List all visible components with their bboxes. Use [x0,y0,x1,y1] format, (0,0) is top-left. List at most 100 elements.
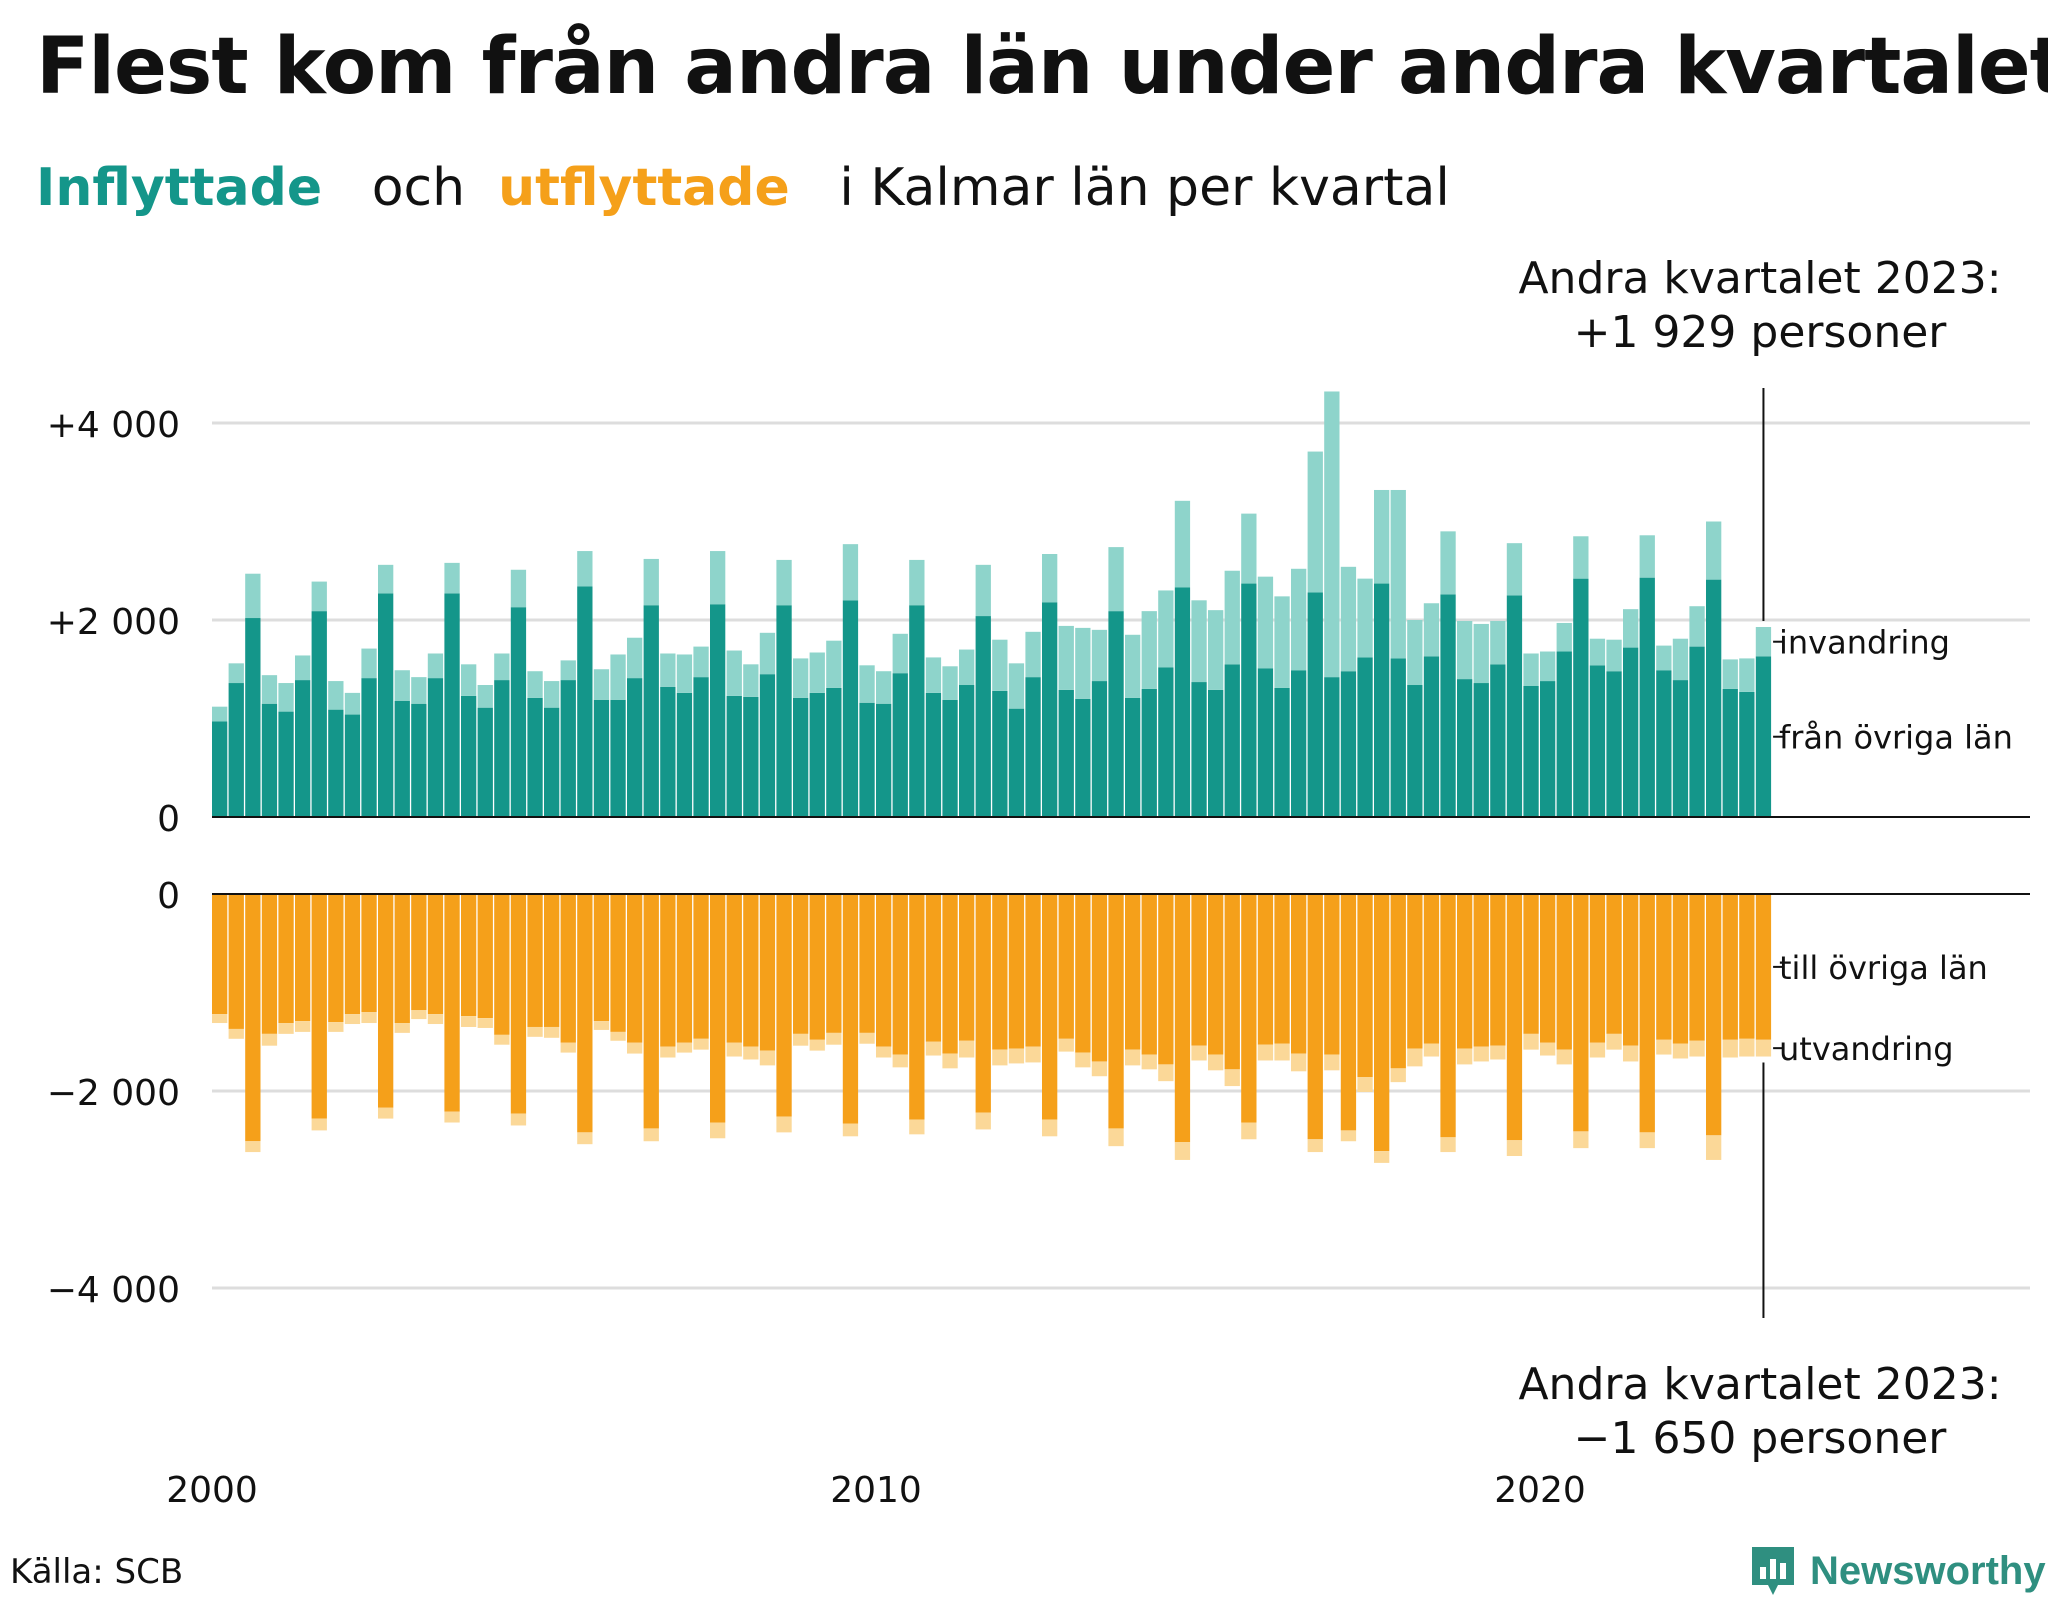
bar-inflow-domestic [1208,689,1224,817]
bar-outflow-emigration [1241,1122,1257,1140]
bar-inflow-immigration [710,551,726,605]
bar-inflow-immigration [577,551,593,587]
bar-outflow-emigration [344,1014,361,1025]
bar-inflow-domestic [527,697,543,817]
bar-outflow-domestic [1091,894,1108,1062]
bar-inflow-domestic [1540,681,1556,817]
bar-inflow-immigration [1457,620,1473,680]
bar-outflow-domestic [1374,894,1390,1152]
bar-outflow-domestic [826,894,842,1033]
bar-inflow-immigration [510,569,527,608]
bar-inflow-immigration [1606,639,1622,672]
bar-outflow-emigration [477,1018,493,1028]
bar-outflow-domestic [328,894,344,1023]
bar-inflow-domestic [743,696,759,817]
bar-outflow-domestic [1340,894,1357,1131]
bar-inflow-immigration [1473,623,1489,684]
bar-inflow-immigration [1722,659,1738,689]
bar-outflow-emigration [1573,1131,1589,1149]
bar-inflow-domestic [1639,577,1655,817]
bar-inflow-domestic [344,714,361,817]
outflow-bars [212,894,1772,1163]
bar-inflow-immigration [1274,596,1290,688]
bar-inflow-domestic [1008,708,1025,817]
x-tick-label: 2010 [830,1470,922,1511]
bar-outflow-emigration [1540,1042,1556,1056]
bar-outflow-emigration [1706,1135,1722,1160]
bar-inflow-domestic [295,680,311,817]
bar-inflow-domestic [925,692,942,817]
bar-outflow-domestic [726,894,742,1043]
bar-inflow-domestic [1241,583,1257,817]
bar-inflow-immigration [245,573,261,619]
bar-inflow-domestic [826,687,842,817]
bar-inflow-immigration [1407,620,1423,686]
bar-outflow-emigration [942,1053,958,1069]
bar-outflow-domestic [710,894,726,1123]
bar-inflow-domestic [1191,682,1207,817]
bar-inflow-domestic [1755,656,1772,817]
bar-outflow-emigration [461,1016,477,1027]
bar-inflow-immigration [1556,622,1572,652]
bar-outflow-emigration [510,1113,527,1126]
bar-outflow-emigration [1656,1039,1672,1055]
bar-outflow-emigration [1473,1046,1489,1062]
annotation-top-line2: +1 929 personer [1573,307,1947,358]
bar-inflow-immigration [743,664,759,697]
bar-inflow-domestic [1075,698,1091,817]
bar-inflow-immigration [942,666,958,700]
bar-outflow-domestic [1589,894,1606,1043]
bar-inflow-immigration [842,544,859,601]
bar-outflow-emigration [1025,1046,1041,1063]
bar-outflow-emigration [544,1026,560,1038]
bar-inflow-immigration [1158,590,1174,668]
bar-outflow-emigration [1058,1038,1074,1052]
bar-inflow-immigration [344,692,361,715]
bar-outflow-emigration [876,1046,892,1058]
bar-outflow-domestic [660,894,676,1047]
bar-outflow-domestic [1407,894,1423,1049]
newsworthy-logo: Newsworthy [1748,1543,2046,1599]
bar-outflow-emigration [560,1042,576,1053]
bar-inflow-domestic [1523,685,1539,817]
bar-inflow-domestic [494,680,510,817]
bar-inflow-immigration [892,633,908,674]
bar-inflow-immigration [1091,629,1108,682]
y-tick-inflow: 0 [157,799,180,840]
y-tick-outflow: −4 000 [47,1270,180,1311]
bar-inflow-immigration [1042,554,1058,603]
bar-inflow-immigration [975,564,991,617]
bar-inflow-domestic [378,593,394,817]
bar-inflow-domestic [876,703,892,817]
bar-outflow-emigration [427,1014,444,1025]
bar-inflow-domestic [444,593,460,817]
bar-inflow-domestic [1257,668,1274,817]
bar-inflow-immigration [909,559,925,606]
bar-outflow-emigration [1158,1064,1174,1082]
bar-inflow-immigration [1589,638,1606,666]
bar-inflow-immigration [544,681,560,708]
bar-inflow-domestic [1324,677,1340,817]
bar-inflow-immigration [378,564,394,594]
bar-inflow-immigration [1739,658,1755,692]
bar-inflow-immigration [959,649,975,686]
bar-outflow-emigration [1257,1044,1274,1061]
bar-inflow-immigration [693,646,709,678]
bar-outflow-domestic [278,894,294,1024]
logo-text: Newsworthy [1810,1548,2046,1593]
bar-inflow-immigration [627,637,643,679]
bar-inflow-immigration [1174,500,1191,588]
bar-outflow-emigration [1506,1140,1523,1157]
bar-inflow-domestic [1025,677,1041,817]
bar-inflow-domestic [245,618,261,817]
bar-outflow-emigration [1440,1137,1456,1153]
bar-inflow-immigration [494,653,510,681]
bar-outflow-domestic [959,894,975,1041]
bar-outflow-domestic [1506,894,1523,1141]
bar-inflow-domestic [676,692,693,817]
bar-outflow-emigration [660,1046,676,1058]
bar-outflow-emigration [1224,1069,1240,1087]
bar-outflow-domestic [527,894,543,1027]
bar-outflow-domestic [1672,894,1689,1044]
bar-inflow-domestic [1506,595,1523,817]
